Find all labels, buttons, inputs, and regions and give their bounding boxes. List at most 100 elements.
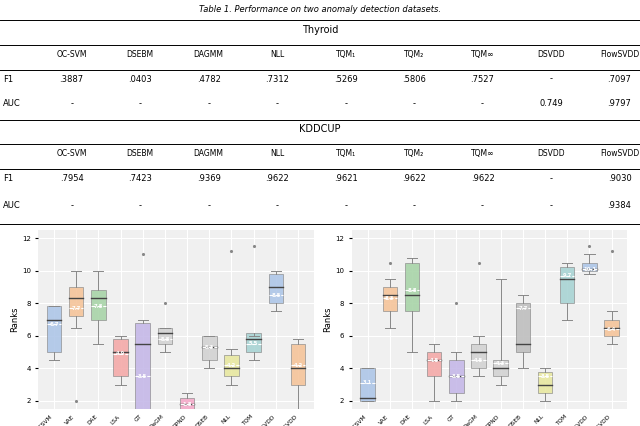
Text: TQM₁: TQM₁ <box>335 149 356 158</box>
Text: .9384: .9384 <box>607 201 632 210</box>
Text: .9622: .9622 <box>470 174 495 183</box>
Text: 10.1: 10.1 <box>583 267 596 272</box>
Text: 4.5: 4.5 <box>429 358 439 363</box>
Text: 4.2: 4.2 <box>227 363 236 368</box>
Bar <box>69 287 83 316</box>
Bar <box>136 323 150 417</box>
Text: .9030: .9030 <box>607 174 632 183</box>
Text: -: - <box>413 99 415 108</box>
Bar <box>471 344 486 368</box>
Bar <box>383 287 397 311</box>
Text: .9622: .9622 <box>402 174 426 183</box>
Text: .7312: .7312 <box>265 75 289 83</box>
Text: -: - <box>550 174 552 183</box>
Text: DAGMM: DAGMM <box>194 149 223 158</box>
Text: -: - <box>70 201 73 210</box>
Text: .9369: .9369 <box>196 174 221 183</box>
Text: TQM∞: TQM∞ <box>471 50 494 59</box>
Bar <box>91 290 106 320</box>
Bar <box>360 368 375 401</box>
Text: -: - <box>207 99 210 108</box>
Text: -: - <box>70 99 73 108</box>
Bar <box>560 268 575 303</box>
Text: .7097: .7097 <box>607 75 632 83</box>
Text: 5.5: 5.5 <box>249 341 259 346</box>
Text: F1: F1 <box>3 174 13 183</box>
Text: 6.7: 6.7 <box>49 322 59 327</box>
Text: .9797: .9797 <box>607 99 632 108</box>
Bar <box>516 303 530 352</box>
Y-axis label: Ranks: Ranks <box>324 307 333 332</box>
Text: .4782: .4782 <box>196 75 221 83</box>
Bar <box>157 328 172 344</box>
Text: DSEBM: DSEBM <box>127 149 154 158</box>
Text: 4.5: 4.5 <box>474 358 483 363</box>
Y-axis label: Ranks: Ranks <box>10 307 19 332</box>
Text: 7.7: 7.7 <box>72 305 81 311</box>
Text: .5806: .5806 <box>402 75 426 83</box>
Text: 3.5: 3.5 <box>452 374 461 379</box>
Text: 0.749: 0.749 <box>539 99 563 108</box>
Bar <box>269 274 283 303</box>
Text: KDDCUP: KDDCUP <box>300 124 340 134</box>
Text: DAGMM: DAGMM <box>194 50 223 59</box>
Bar <box>202 336 216 360</box>
Text: 8.3: 8.3 <box>385 296 394 301</box>
Text: .7954: .7954 <box>60 174 84 183</box>
Bar <box>449 360 463 393</box>
Text: -: - <box>344 201 347 210</box>
Text: 4.2: 4.2 <box>293 363 303 368</box>
Text: DSVDD: DSVDD <box>537 50 565 59</box>
Bar <box>427 352 442 377</box>
Bar <box>47 306 61 352</box>
Text: -: - <box>276 99 278 108</box>
Text: -: - <box>344 99 347 108</box>
Text: TQM∞: TQM∞ <box>471 149 494 158</box>
Text: -: - <box>139 201 141 210</box>
Text: DSVDD: DSVDD <box>537 149 565 158</box>
Text: .3887: .3887 <box>60 75 84 83</box>
Bar <box>246 333 261 352</box>
Text: OC-SVM: OC-SVM <box>56 149 87 158</box>
Text: .9621: .9621 <box>333 174 358 183</box>
Text: 7.7: 7.7 <box>518 305 527 311</box>
Bar <box>291 344 305 385</box>
Text: NLL: NLL <box>270 149 284 158</box>
Text: OC-SVM: OC-SVM <box>56 50 87 59</box>
Text: 3.5: 3.5 <box>540 374 550 379</box>
Text: 6.4: 6.4 <box>607 327 616 332</box>
Bar <box>604 320 619 336</box>
Text: Table 1. Performance on two anomaly detection datasets.: Table 1. Performance on two anomaly dete… <box>199 5 441 14</box>
Text: .9622: .9622 <box>265 174 289 183</box>
Text: -: - <box>550 75 552 83</box>
Bar <box>582 262 596 271</box>
Text: 4.9: 4.9 <box>116 351 125 356</box>
Text: NLL: NLL <box>270 50 284 59</box>
Text: -: - <box>139 99 141 108</box>
Text: Thyroid: Thyroid <box>302 25 338 35</box>
Text: 5.3: 5.3 <box>205 345 214 350</box>
Bar <box>113 339 128 377</box>
Text: 9.7: 9.7 <box>563 273 572 278</box>
Text: 3.1: 3.1 <box>363 380 372 386</box>
Bar <box>404 262 419 311</box>
Text: 8.5: 8.5 <box>271 293 280 298</box>
Bar <box>224 355 239 377</box>
Text: TQM₂: TQM₂ <box>404 149 424 158</box>
Text: 5.8: 5.8 <box>160 337 170 342</box>
Bar <box>538 371 552 393</box>
Text: TQM₂: TQM₂ <box>404 50 424 59</box>
Text: .5269: .5269 <box>333 75 358 83</box>
Text: -: - <box>550 201 552 210</box>
Text: .7527: .7527 <box>470 75 495 83</box>
Text: -: - <box>481 201 484 210</box>
Text: -: - <box>276 201 278 210</box>
Text: FlowSVDD: FlowSVDD <box>600 149 639 158</box>
Text: FlowSVDD: FlowSVDD <box>600 50 639 59</box>
Text: .7423: .7423 <box>128 174 152 183</box>
Text: F1: F1 <box>3 75 13 83</box>
Text: DSEBM: DSEBM <box>127 50 154 59</box>
Text: 1.8: 1.8 <box>182 402 192 406</box>
Bar <box>180 397 195 409</box>
Text: TQM₁: TQM₁ <box>335 50 356 59</box>
